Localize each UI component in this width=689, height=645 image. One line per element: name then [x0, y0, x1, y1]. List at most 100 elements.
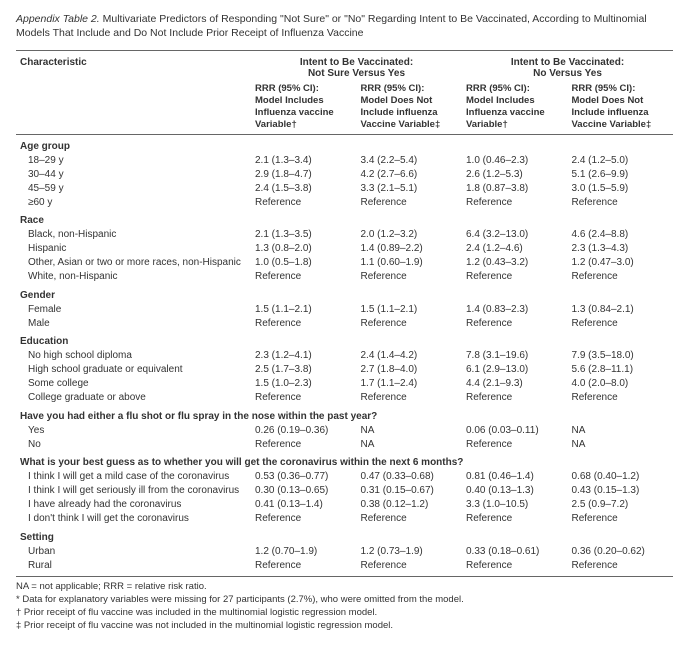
cell-value: 0.43 (0.15–1.3): [568, 484, 674, 498]
cell-value: 1.5 (1.1–2.1): [251, 302, 357, 316]
group-header: Race: [16, 209, 673, 228]
cell-value: Reference: [251, 437, 357, 451]
table-row: High school graduate or equivalent2.5 (1…: [16, 363, 673, 377]
cell-value: 0.81 (0.46–1.4): [462, 470, 568, 484]
cell-value: Reference: [357, 391, 463, 405]
cell-value: Reference: [462, 391, 568, 405]
cell-value: 7.8 (3.1–19.6): [462, 349, 568, 363]
cell-value: Reference: [568, 270, 674, 284]
table-row: MaleReferenceReferenceReferenceReference: [16, 316, 673, 330]
cell-value: 4.6 (2.4–8.8): [568, 228, 674, 242]
table-row: Female1.5 (1.1–2.1)1.5 (1.1–2.1)1.4 (0.8…: [16, 302, 673, 316]
table-row: College graduate or aboveReferenceRefere…: [16, 391, 673, 405]
table-title: Appendix Table 2. Multivariate Predictor…: [16, 12, 673, 40]
cell-value: 2.5 (0.9–7.2): [568, 498, 674, 512]
cell-value: Reference: [357, 270, 463, 284]
row-label: Some college: [16, 377, 251, 391]
data-table: Characteristic Intent to Be Vaccinated: …: [16, 55, 673, 572]
cell-value: 2.3 (1.2–4.1): [251, 349, 357, 363]
cell-value: Reference: [568, 316, 674, 330]
cell-value: Reference: [462, 270, 568, 284]
cell-value: Reference: [357, 558, 463, 572]
rule-top: [16, 50, 673, 51]
row-label: White, non-Hispanic: [16, 270, 251, 284]
cell-value: Reference: [568, 512, 674, 526]
cell-value: Reference: [251, 558, 357, 572]
row-label: College graduate or above: [16, 391, 251, 405]
footnotes: NA = not applicable; RRR = relative risk…: [16, 581, 673, 632]
cell-value: 1.0 (0.5–1.8): [251, 256, 357, 270]
cell-value: 2.4 (1.5–3.8): [251, 181, 357, 195]
cell-value: 2.3 (1.3–4.3): [568, 242, 674, 256]
table-row: No high school diploma2.3 (1.2–4.1)2.4 (…: [16, 349, 673, 363]
cell-value: 1.1 (0.60–1.9): [357, 256, 463, 270]
footnote-line: NA = not applicable; RRR = relative risk…: [16, 581, 673, 594]
row-label: ≥60 y: [16, 195, 251, 209]
cell-value: 4.0 (2.0–8.0): [568, 377, 674, 391]
group-header: What is your best guess as to whether yo…: [16, 451, 673, 470]
cell-value: 7.9 (3.5–18.0): [568, 349, 674, 363]
cell-value: 0.26 (0.19–0.36): [251, 423, 357, 437]
footnote-line: † Prior receipt of flu vaccine was inclu…: [16, 607, 673, 620]
cell-value: 0.38 (0.12–1.2): [357, 498, 463, 512]
title-label: Appendix Table 2.: [16, 13, 100, 25]
table-row: 30–44 y2.9 (1.8–4.7)4.2 (2.7–6.6)2.6 (1.…: [16, 167, 673, 181]
cell-value: 0.36 (0.20–0.62): [568, 544, 674, 558]
table-row: 45–59 y2.4 (1.5–3.8)3.3 (2.1–5.1)1.8 (0.…: [16, 181, 673, 195]
cell-value: 2.5 (1.7–3.8): [251, 363, 357, 377]
cell-value: NA: [357, 423, 463, 437]
col-characteristic: Characteristic: [16, 55, 251, 134]
cell-value: Reference: [251, 316, 357, 330]
cell-value: 2.6 (1.2–5.3): [462, 167, 568, 181]
table-row: I have already had the coronavirus0.41 (…: [16, 498, 673, 512]
cell-value: 2.4 (1.4–4.2): [357, 349, 463, 363]
cell-value: 0.06 (0.03–0.11): [462, 423, 568, 437]
cell-value: Reference: [462, 316, 568, 330]
cell-value: 1.2 (0.73–1.9): [357, 544, 463, 558]
cell-value: 1.8 (0.87–3.8): [462, 181, 568, 195]
cell-value: Reference: [568, 558, 674, 572]
cell-value: 3.3 (2.1–5.1): [357, 181, 463, 195]
cell-value: Reference: [357, 512, 463, 526]
cell-value: 5.1 (2.6–9.9): [568, 167, 674, 181]
cell-value: Reference: [568, 391, 674, 405]
cell-value: 1.4 (0.89–2.2): [357, 242, 463, 256]
cell-value: 1.4 (0.83–2.3): [462, 302, 568, 316]
table-row: Black, non-Hispanic2.1 (1.3–3.5)2.0 (1.2…: [16, 228, 673, 242]
cell-value: Reference: [251, 270, 357, 284]
subhead-1: RRR (95% CI): Model Includes Influenza v…: [251, 82, 357, 135]
row-label: I think I will get seriously ill from th…: [16, 484, 251, 498]
cell-value: 1.7 (1.1–2.4): [357, 377, 463, 391]
cell-value: 1.5 (1.0–2.3): [251, 377, 357, 391]
table-row: NoReferenceNAReferenceNA: [16, 437, 673, 451]
cell-value: Reference: [462, 558, 568, 572]
cell-value: 0.53 (0.36–0.77): [251, 470, 357, 484]
table-row: Some college1.5 (1.0–2.3)1.7 (1.1–2.4) 4.…: [16, 377, 673, 391]
cell-value: Reference: [357, 316, 463, 330]
super-header-no: Intent to Be Vaccinated: No Versus Yes: [462, 55, 673, 82]
group-header: Education: [16, 330, 673, 349]
row-label: Black, non-Hispanic: [16, 228, 251, 242]
row-label: Male: [16, 316, 251, 330]
cell-value: 2.1 (1.3–3.4): [251, 153, 357, 167]
cell-value: Reference: [251, 512, 357, 526]
cell-value: 0.31 (0.15–0.67): [357, 484, 463, 498]
cell-value: 6.1 (2.9–13.0): [462, 363, 568, 377]
cell-value: 5.6 (2.8–11.1): [568, 363, 674, 377]
group-header: Gender: [16, 284, 673, 303]
cell-value: 0.41 (0.13–1.4): [251, 498, 357, 512]
group-header: Have you had either a flu shot or flu sp…: [16, 405, 673, 424]
cell-value: 1.5 (1.1–2.1): [357, 302, 463, 316]
cell-value: 2.4 (1.2–5.0): [568, 153, 674, 167]
subhead-4: RRR (95% CI): Model Does Not Include inf…: [568, 82, 674, 135]
cell-value: 0.30 (0.13–0.65): [251, 484, 357, 498]
row-label: No: [16, 437, 251, 451]
cell-value: 1.2 (0.47–3.0): [568, 256, 674, 270]
row-label: Female: [16, 302, 251, 316]
cell-value: Reference: [462, 437, 568, 451]
row-label: 18–29 y: [16, 153, 251, 167]
row-label: I have already had the coronavirus: [16, 498, 251, 512]
cell-value: 0.40 (0.13–1.3): [462, 484, 568, 498]
cell-value: Reference: [568, 195, 674, 209]
subhead-3: RRR (95% CI): Model Includes Influenza v…: [462, 82, 568, 135]
